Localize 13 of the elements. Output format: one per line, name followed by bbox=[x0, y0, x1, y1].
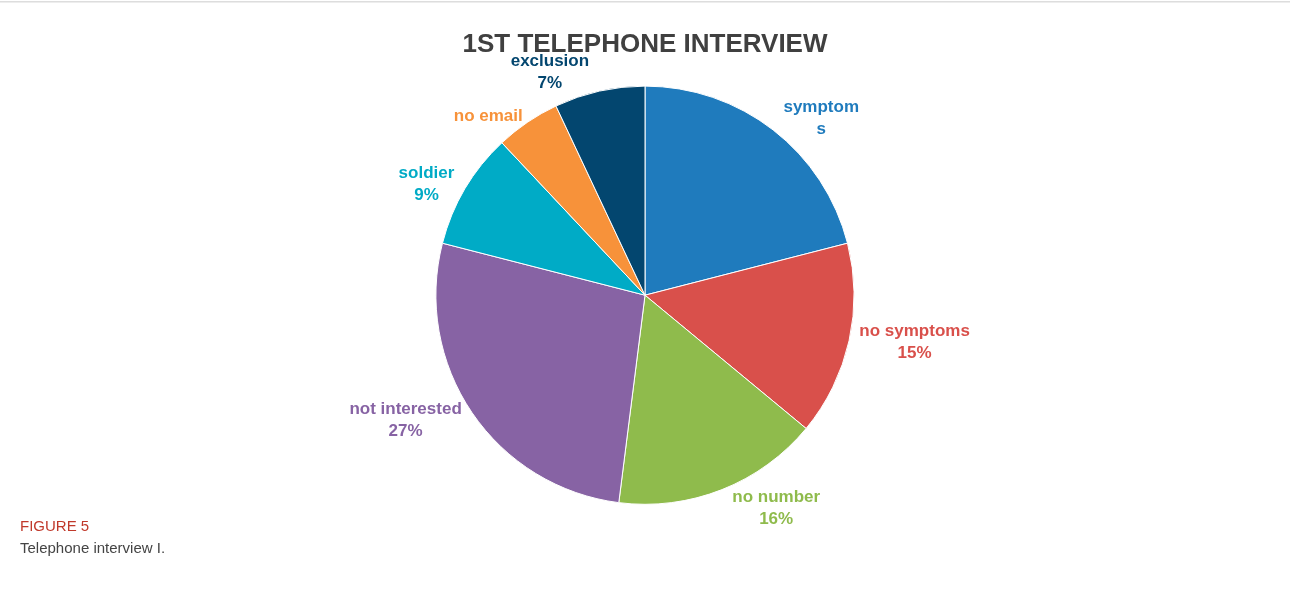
data-label: 7% bbox=[537, 73, 563, 93]
data-label: 9% bbox=[414, 184, 439, 204]
caption: FIGURE 5 bbox=[20, 517, 90, 534]
data-label: 15% bbox=[897, 343, 932, 363]
slice-label: no email bbox=[453, 106, 523, 126]
data-label: 16% bbox=[759, 508, 794, 528]
data-label: 27% bbox=[388, 420, 423, 440]
slice-label: no symptoms bbox=[859, 321, 970, 341]
text: Telephone interview I. bbox=[20, 539, 166, 556]
slice-label: no number bbox=[732, 486, 821, 506]
slice-label: not interested bbox=[349, 398, 462, 418]
slice-label: soldier bbox=[398, 162, 455, 182]
slice-label: symptom s bbox=[783, 96, 860, 138]
